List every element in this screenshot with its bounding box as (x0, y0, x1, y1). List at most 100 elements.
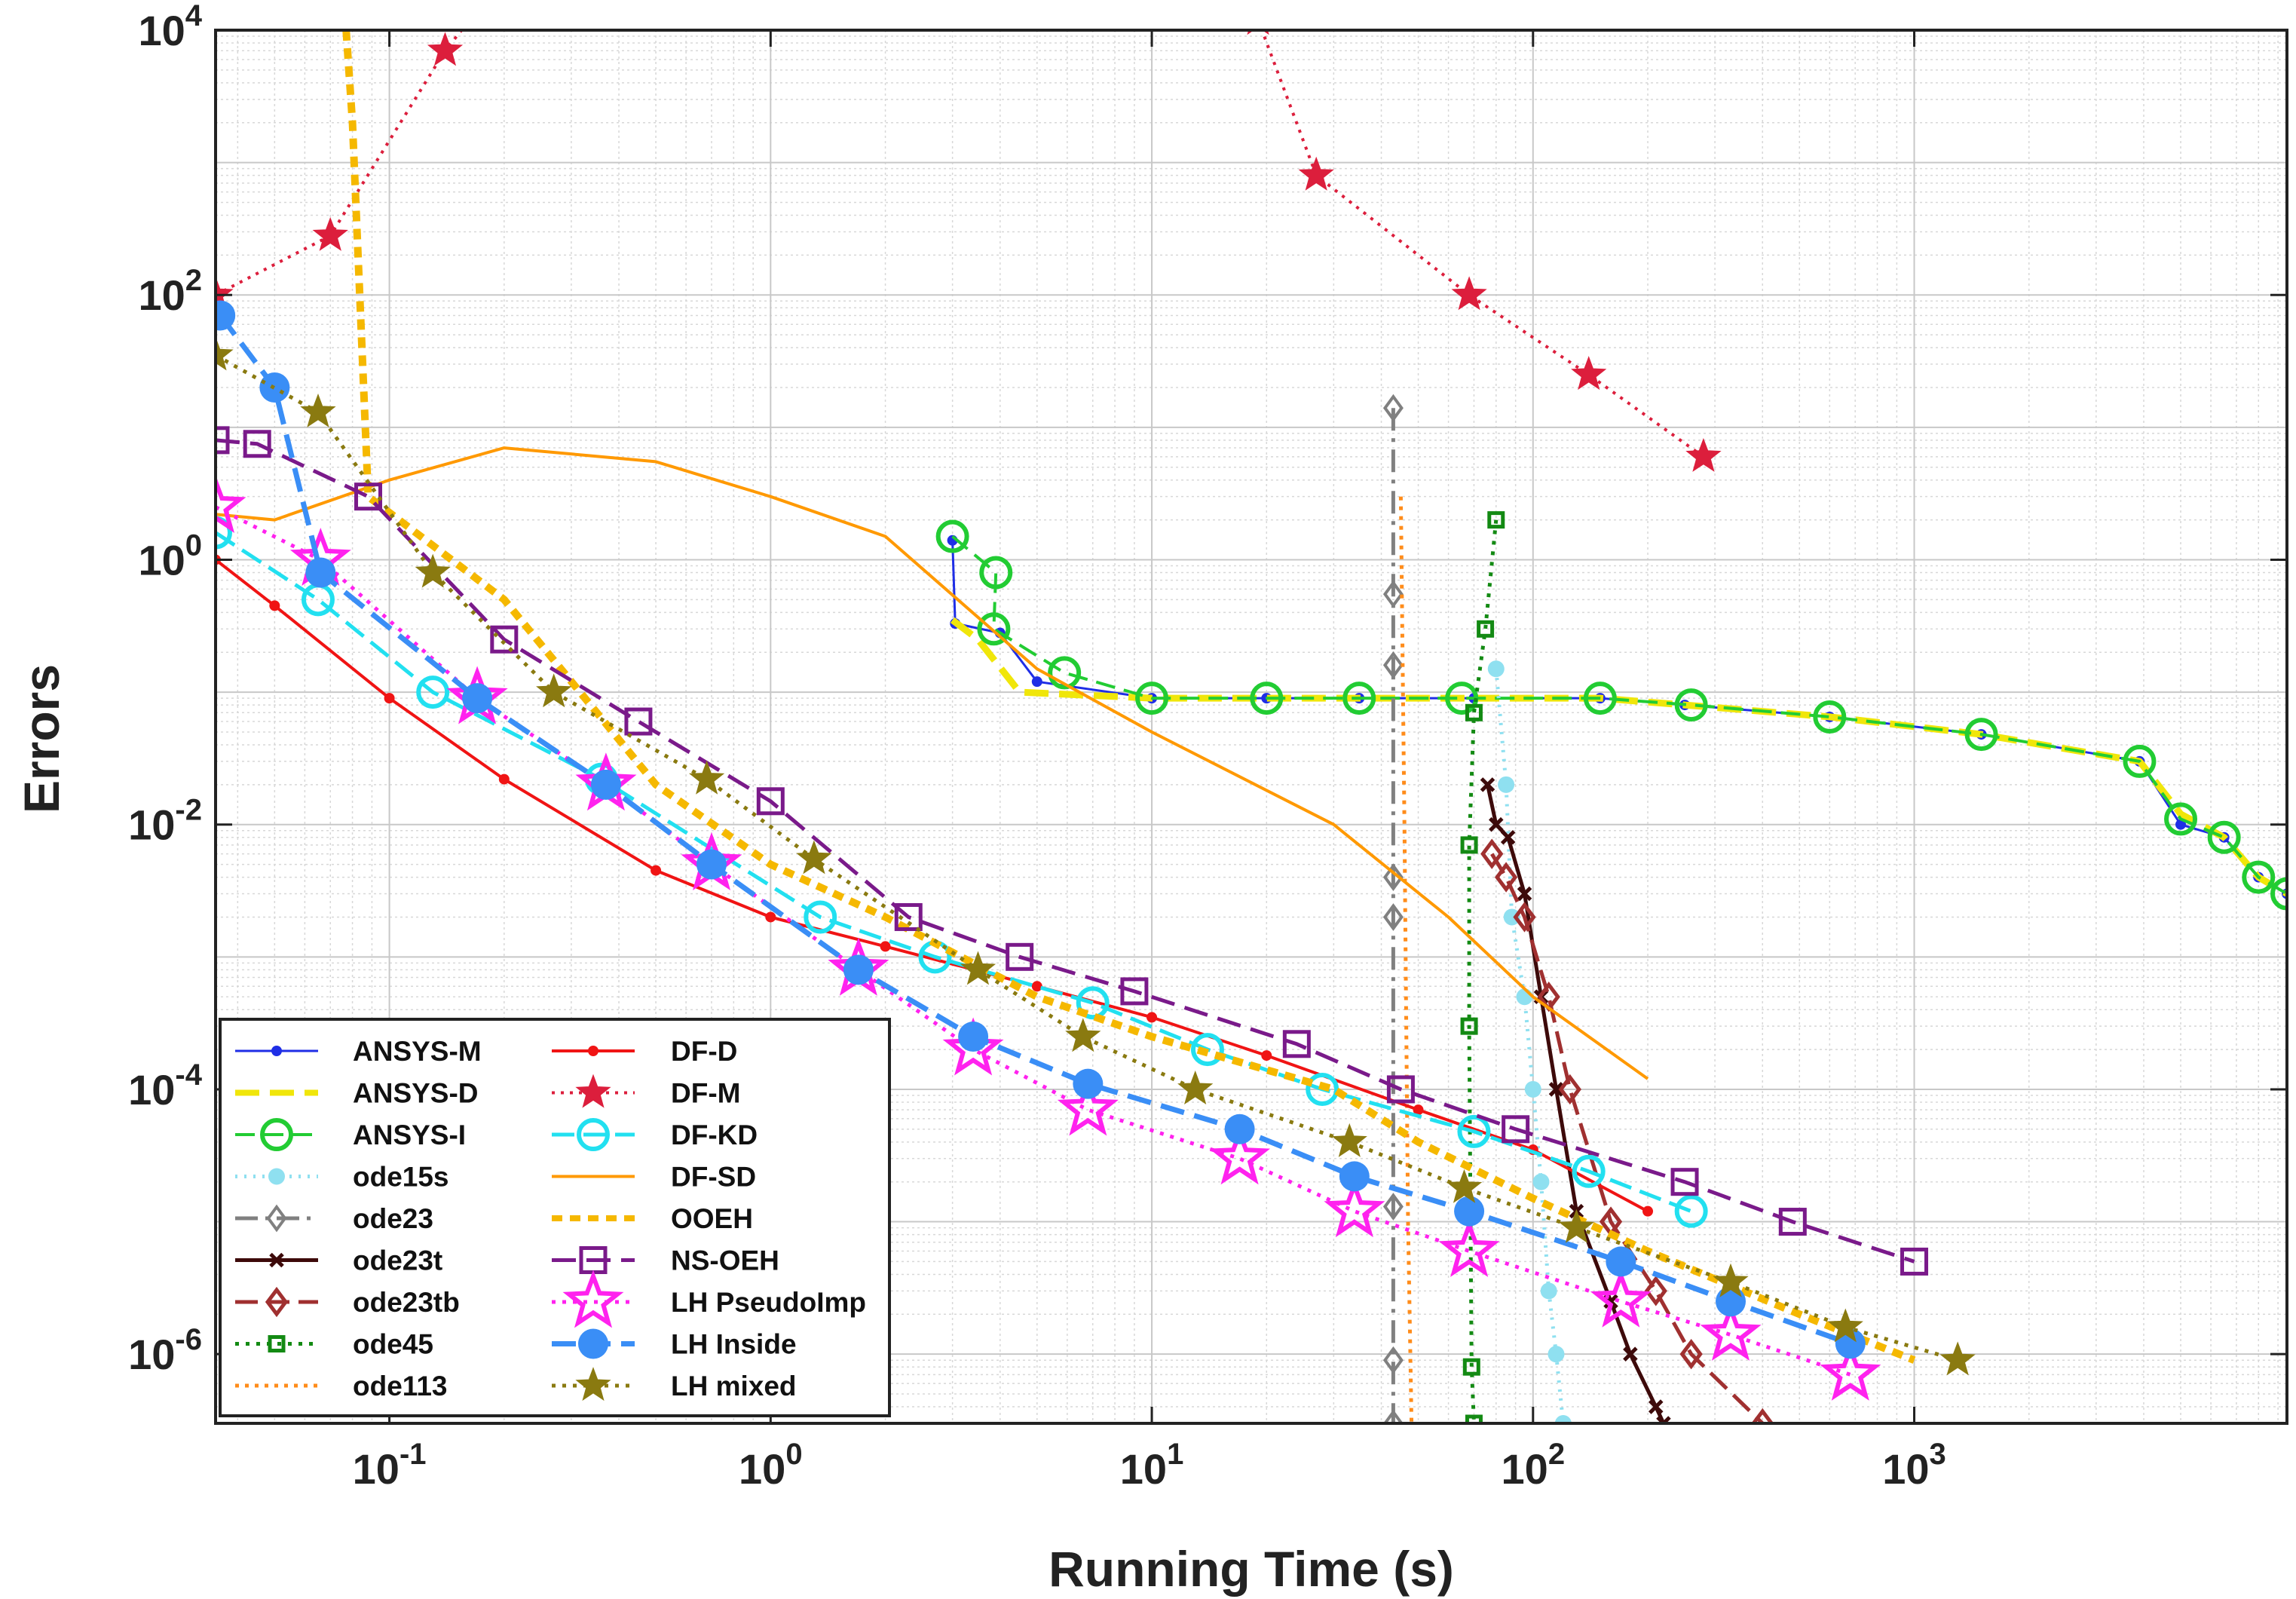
x-tick-label: 10-1 (353, 1438, 427, 1493)
data-point-ns-oeh (1006, 942, 1034, 971)
data-point-ode45 (1487, 511, 1505, 529)
data-point-ansys-i (1813, 700, 1847, 734)
data-point-ode23t (1623, 1346, 1638, 1362)
data-point-ode15s (1548, 1346, 1565, 1363)
data-point-ansys-i (1250, 682, 1284, 715)
data-point-ode23t (1517, 886, 1532, 902)
y-tick-label: 10-4 (128, 1058, 203, 1113)
data-point-lh-mixed (1713, 1263, 1749, 1297)
data-point-ode15s (1540, 1282, 1557, 1300)
y-tick-label: 10-2 (128, 794, 202, 849)
x-axis-title: Running Time (s) (1049, 1541, 1454, 1597)
series-df-kd (216, 516, 1708, 1228)
legend-label: DF-KD (671, 1120, 758, 1150)
series-line-ansys-i (951, 535, 2287, 896)
data-point-lh-inside (216, 300, 236, 331)
legend-label: ode113 (353, 1371, 447, 1401)
data-point-ansys-i (2270, 877, 2287, 911)
data-point-ode23t (1656, 1416, 1671, 1423)
data-point-ode23 (1382, 1346, 1404, 1374)
data-point-lh-inside (259, 372, 290, 403)
data-point-df-m (1571, 356, 1607, 391)
legend-marker (578, 1328, 608, 1359)
legend-item-ansys-m: ANSYS-M (235, 1036, 482, 1067)
data-point-lh-mixed (300, 393, 336, 427)
series-ansys-d (950, 617, 2287, 897)
data-point-lh-mixed (1331, 1123, 1367, 1157)
series-line-ansys-m (951, 540, 2287, 895)
data-point-ns-oeh (490, 625, 519, 654)
legend-label: LH PseudoImp (671, 1287, 866, 1318)
data-point-ode45 (1465, 703, 1483, 721)
data-point-ode23 (1382, 1193, 1404, 1221)
legend-label: ode23t (353, 1245, 442, 1276)
legend-item-df-kd: DF-KD (552, 1118, 758, 1151)
data-point-ansys-i (2123, 744, 2157, 778)
data-point-ode23tb (1494, 862, 1518, 893)
data-point-ode23tb (1679, 1339, 1703, 1370)
data-point-df-m (1247, 30, 1269, 35)
data-point-df-d (384, 693, 395, 704)
legend-label: OOEH (671, 1203, 753, 1234)
data-point-ode23t (1648, 1399, 1664, 1414)
legend-label: DF-M (671, 1078, 740, 1109)
legend-item-df-sd: DF-SD (552, 1162, 756, 1193)
data-point-lh-inside (958, 1022, 989, 1052)
legend-marker (575, 1074, 611, 1108)
legend-item-lh-mixed: LH mixed (552, 1367, 797, 1401)
x-tick-label: 101 (1120, 1438, 1184, 1493)
legend-item-ode113: ode113 (235, 1371, 447, 1401)
data-point-lh-inside (305, 557, 336, 588)
series-ooeh (342, 30, 1916, 1364)
data-point-ode15s (1516, 988, 1533, 1006)
series-line-ode113 (1398, 496, 1414, 1423)
data-point-ns-oeh (1670, 1168, 1699, 1196)
series-layer (216, 30, 2287, 1423)
legend-marker (265, 1286, 289, 1318)
data-point-ode15s (1503, 908, 1520, 926)
data-point-df-d (1413, 1104, 1424, 1116)
data-point-lh-pseudoimp (216, 475, 246, 534)
legend-marker (588, 1046, 598, 1056)
series-ode23 (1382, 394, 1404, 1423)
legend-marker (577, 1118, 610, 1151)
legend-item-lh-inside: LH Inside (552, 1328, 797, 1360)
data-point-lh-mixed (1558, 1208, 1595, 1243)
series-line-ode23tb (1490, 853, 1765, 1423)
data-point-ns-oeh (894, 902, 923, 931)
y-tick-labels: 10-6 10-4 10-2 100 102 104 (128, 0, 203, 1378)
data-point-ode15s (1498, 776, 1515, 793)
data-point-ode23t (1500, 829, 1516, 845)
y-tick-label: 100 (138, 528, 202, 584)
data-point-lh-inside (462, 683, 493, 714)
data-point-ode23t (1480, 777, 1495, 792)
data-point-ansys-i (1674, 688, 1708, 722)
data-point-ode23tb (1480, 838, 1504, 869)
x-tick-label: 103 (1882, 1438, 1946, 1493)
data-point-ansys-i (2242, 860, 2276, 894)
data-point-df-m (1685, 437, 1722, 472)
data-point-lh-pseudoimp (1209, 1126, 1271, 1185)
data-point-lh-pseudoimp (1438, 1218, 1500, 1277)
data-point-ns-oeh (1502, 1115, 1530, 1144)
data-point-lh-pseudoimp (1057, 1077, 1119, 1136)
data-point-lh-inside (843, 954, 874, 985)
data-point-lh-pseudoimp (1700, 1302, 1762, 1361)
data-point-df-kd (1076, 986, 1110, 1020)
data-point-ode45 (1460, 836, 1478, 854)
legend-marker (268, 1168, 285, 1185)
data-point-ns-oeh (243, 430, 271, 458)
legend-label: ANSYS-M (353, 1036, 482, 1067)
data-point-df-d (765, 911, 776, 923)
data-point-ansys-m (1031, 676, 1042, 688)
series-line-df-m (216, 30, 464, 296)
legend-marker (271, 1046, 282, 1056)
data-point-ansys-i (2207, 820, 2241, 854)
data-point-ode45 (1460, 1017, 1478, 1035)
legend-item-df-d: DF-D (552, 1036, 737, 1067)
data-point-df-d (1261, 1050, 1272, 1061)
tick-marks (216, 29, 2287, 1423)
series-df-sd (216, 446, 1649, 1080)
data-point-df-kd (216, 516, 232, 550)
legend-item-df-m: DF-M (552, 1074, 740, 1109)
